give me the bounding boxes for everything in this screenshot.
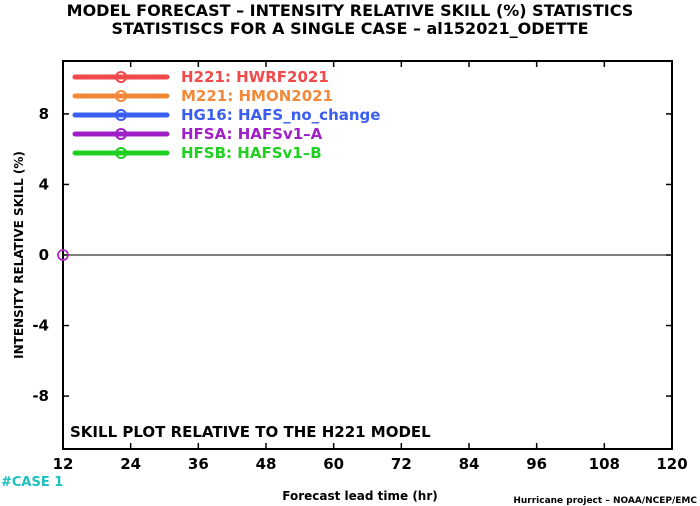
legend-series-code: HG16	[181, 106, 227, 124]
data-point-hfsa	[57, 249, 69, 261]
legend-series-label: HWRF2021	[236, 68, 329, 86]
legend-label-hfsa: HFSA: HAFSv1–A	[181, 125, 323, 143]
legend-series-code: HFSA	[181, 125, 227, 143]
x-tick-label: 72	[391, 455, 412, 473]
x-tick-label: 108	[589, 455, 620, 473]
y-tick-label: 4	[39, 175, 49, 193]
legend-marker-m221	[115, 90, 127, 102]
legend-colon: :	[226, 144, 237, 162]
legend-marker-h221	[115, 71, 127, 83]
chart-title-line2: STATISTISCS FOR A SINGLE CASE – al152021…	[111, 19, 588, 38]
case-label: #CASE 1	[1, 475, 63, 490]
legend-colon: :	[227, 106, 238, 124]
skill-annotation: SKILL PLOT RELATIVE TO THE H221 MODEL	[70, 423, 431, 441]
x-tick-label: 120	[656, 455, 687, 473]
legend-label-hfsb: HFSB: HAFSv1–B	[181, 144, 322, 162]
legend-series-code: H221	[181, 68, 225, 86]
legend-marker-hfsb	[115, 147, 127, 159]
y-tick-label: 0	[39, 246, 49, 264]
legend-label-hg16: HG16: HAFS_no_change	[181, 106, 380, 124]
credit-text: Hurricane project – NOAA/NCEP/EMC	[513, 496, 697, 506]
legend-series-label: HAFSv1–A	[238, 125, 323, 143]
legend-series-code: HFSB	[181, 144, 226, 162]
y-tick-label: -4	[32, 317, 49, 335]
y-axis-label: INTENSITY RELATIVE SKILL (%)	[12, 151, 26, 359]
legend-series-label: HAFS_no_change	[238, 106, 380, 124]
x-axis-ticks: 12 24 36 48 60 72 84 96 108 120	[53, 61, 688, 473]
legend-colon: :	[227, 87, 238, 105]
y-axis-ticks: 8 4 0 -4 -8	[32, 105, 672, 405]
legend-series-label: HAFSv1–B	[237, 144, 321, 162]
y-tick-label: 8	[39, 105, 49, 123]
legend-colon: :	[225, 68, 236, 86]
x-tick-label: 48	[256, 455, 277, 473]
chart-title-line1: MODEL FORECAST – INTENSITY RELATIVE SKIL…	[67, 1, 634, 20]
legend-colon: :	[227, 125, 238, 143]
x-tick-label: 60	[323, 455, 344, 473]
x-tick-label: 24	[120, 455, 141, 473]
data-points	[57, 249, 69, 261]
x-axis-label: Forecast lead time (hr)	[282, 489, 438, 503]
legend-series-label: HMON2021	[238, 87, 333, 105]
x-tick-label: 36	[188, 455, 209, 473]
legend-marker-hg16	[115, 109, 127, 121]
y-tick-label: -8	[32, 387, 49, 405]
x-tick-label: 96	[526, 455, 547, 473]
x-tick-label: 12	[53, 455, 74, 473]
x-tick-label: 84	[459, 455, 480, 473]
legend-label-m221: M221: HMON2021	[181, 87, 333, 105]
legend-series-code: M221	[181, 87, 227, 105]
legend-label-h221: H221: HWRF2021	[181, 68, 329, 86]
legend-marker-hfsa	[115, 128, 127, 140]
